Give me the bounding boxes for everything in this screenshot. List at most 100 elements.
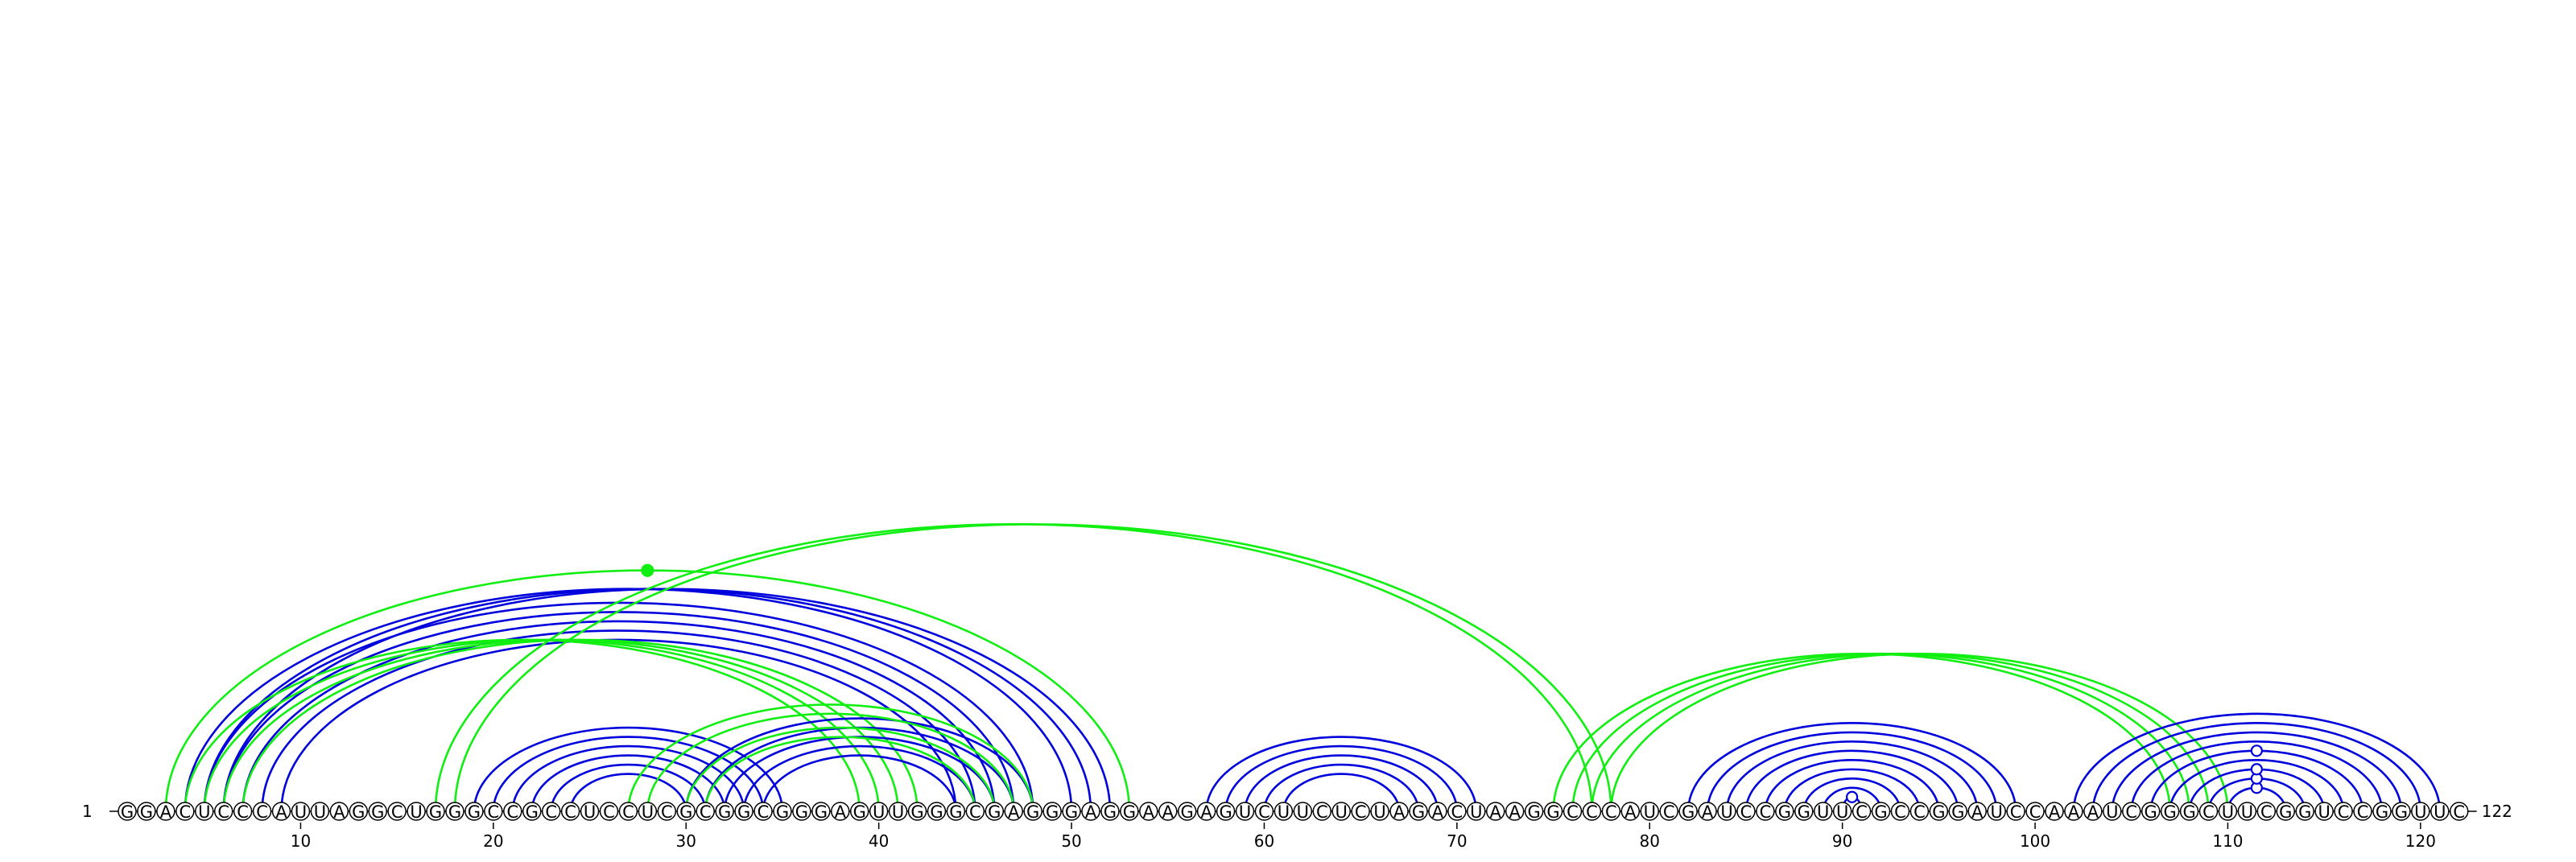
base-circle xyxy=(1543,802,1563,821)
base-circle xyxy=(811,802,831,821)
base-letter: U xyxy=(2414,802,2426,822)
base-circle xyxy=(1389,802,1409,821)
base: U xyxy=(2103,802,2122,822)
base-letter: U xyxy=(2241,802,2253,822)
base: G xyxy=(349,802,369,822)
base: G xyxy=(1929,802,1949,822)
base-letter: A xyxy=(1008,802,1020,822)
base-letter: A xyxy=(835,802,847,822)
base-circle xyxy=(2256,802,2277,821)
base-letter: A xyxy=(1162,802,1174,822)
base: C xyxy=(175,802,195,822)
arc-19-35 xyxy=(473,726,784,812)
base: C xyxy=(753,802,773,822)
arc-8-45 xyxy=(261,629,976,812)
base-letter: C xyxy=(1258,802,1270,822)
base-letter: U xyxy=(1335,802,1348,822)
base-letter: C xyxy=(564,802,576,822)
arc-30-46 xyxy=(684,726,996,812)
arc-58-70 xyxy=(1224,744,1459,812)
base-circle xyxy=(1794,802,1814,821)
base-letter: C xyxy=(506,802,518,822)
base-letter: G xyxy=(468,802,481,822)
base-circle xyxy=(1563,802,1583,821)
base-circle xyxy=(1409,802,1428,821)
base-letter: U xyxy=(295,802,307,822)
base-circle xyxy=(2064,802,2083,821)
base: U xyxy=(310,802,330,822)
base: U xyxy=(2430,802,2450,822)
base-circle xyxy=(407,802,426,821)
base-letter: G xyxy=(352,802,365,822)
arc-61-67 xyxy=(1282,773,1401,812)
arc-82-99 xyxy=(1686,722,2017,812)
base-letter: A xyxy=(1200,802,1212,822)
base-letter: G xyxy=(121,802,134,822)
base-letter: C xyxy=(700,802,712,822)
base-circle xyxy=(1775,802,1794,821)
base-letter: G xyxy=(988,802,1001,822)
base: G xyxy=(2295,802,2314,822)
base-circle xyxy=(541,802,561,821)
base: G xyxy=(1177,802,1197,822)
base-letter: U xyxy=(2222,802,2234,822)
base-circle xyxy=(618,802,638,821)
base: C xyxy=(1254,802,1274,822)
base-circle xyxy=(599,802,619,821)
base: C xyxy=(2025,802,2045,822)
base-circle xyxy=(1062,802,1081,821)
arc-85-96 xyxy=(1744,749,1959,812)
base-letter: A xyxy=(1393,802,1406,822)
arc-23-31 xyxy=(550,763,707,812)
arc-88-93 xyxy=(1802,777,1901,812)
base: U xyxy=(2237,802,2257,822)
base: G xyxy=(1775,802,1794,822)
base: G xyxy=(1794,802,1814,822)
base-circle xyxy=(1582,802,1602,821)
base-circle xyxy=(118,802,137,821)
base-circle xyxy=(2103,802,2122,821)
base-circle xyxy=(1293,802,1313,821)
base: C xyxy=(2449,802,2469,822)
arc-77-109 xyxy=(1591,652,2210,812)
arc-marker xyxy=(641,563,654,577)
base-circle xyxy=(1139,802,1158,821)
base: U xyxy=(1467,802,1486,822)
base-circle xyxy=(1120,802,1139,821)
base: U xyxy=(1813,802,1833,822)
base-letter: G xyxy=(2298,802,2311,822)
base-letter: A xyxy=(2049,802,2061,822)
base: C xyxy=(252,802,272,822)
base: C xyxy=(1659,802,1678,822)
base-circle xyxy=(2179,802,2199,821)
base-circle xyxy=(1216,802,1236,821)
base-letter: G xyxy=(2395,802,2408,822)
base-circle xyxy=(907,802,927,821)
base-circle xyxy=(2006,802,2025,821)
base-letter: A xyxy=(1702,802,1714,822)
base-letter: A xyxy=(1509,802,1521,822)
base: A xyxy=(1081,802,1100,822)
base-circle xyxy=(1447,802,1467,821)
arc-24-30 xyxy=(569,773,687,812)
base: C xyxy=(1447,802,1467,822)
base-letter: G xyxy=(1181,802,1194,822)
base-circle xyxy=(2411,802,2430,821)
base-circle xyxy=(1351,802,1370,821)
base-circle xyxy=(484,802,503,821)
base-circle xyxy=(195,802,214,821)
base-letter: U xyxy=(2318,802,2330,822)
base-letter: C xyxy=(969,802,981,822)
base-circle xyxy=(1331,802,1351,821)
base-letter: U xyxy=(1644,802,1656,822)
base-circle xyxy=(1698,802,1717,821)
base-letter: C xyxy=(256,802,268,822)
base: A xyxy=(1505,802,1525,822)
base-circle xyxy=(1756,802,1775,821)
base-letter: G xyxy=(1046,802,1059,822)
base-circle xyxy=(1467,802,1486,821)
arc-60-68 xyxy=(1263,763,1420,812)
base-letter: G xyxy=(1546,802,1559,822)
base-letter: U xyxy=(1373,802,1385,822)
